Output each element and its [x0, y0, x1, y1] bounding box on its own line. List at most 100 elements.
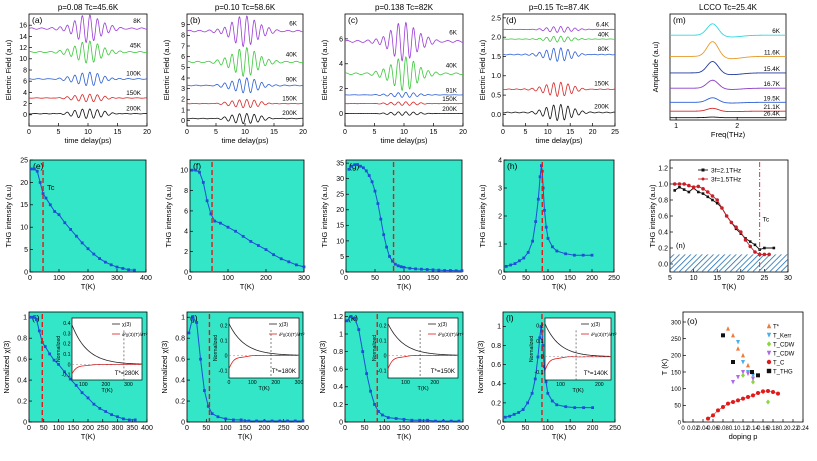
- data-point: [746, 362, 750, 368]
- data-point: [518, 259, 521, 263]
- y-axis-label: Normalized χ(3): [318, 340, 327, 394]
- data-point: [546, 391, 550, 395]
- x-tick-label: 200: [587, 425, 599, 432]
- panel-label: (l): [506, 313, 514, 323]
- data-point: [750, 370, 754, 374]
- trace-label: 80K: [598, 46, 610, 53]
- panel-label: (o): [687, 316, 698, 326]
- data-point: [29, 315, 32, 319]
- y-tick-label: 14: [19, 34, 27, 41]
- trace-16.7K: [670, 79, 786, 90]
- y-axis-label: Normalized χ(3): [2, 340, 11, 394]
- x-tick-label: 250: [609, 425, 621, 432]
- y-tick-label: 0: [184, 269, 188, 276]
- legend-marker: [701, 168, 705, 172]
- y-tick-label: 8: [184, 188, 188, 195]
- trace-200K: [345, 111, 463, 116]
- y-tick-label: 6: [339, 36, 343, 43]
- trace-label: 11.6K: [764, 49, 781, 56]
- data-point: [376, 202, 380, 205]
- data-point: [677, 182, 682, 186]
- data-point: [367, 174, 371, 177]
- panel-label: (d): [506, 15, 517, 25]
- inset-y-label: Normalized: [372, 335, 378, 361]
- x-tick-label: 25: [611, 129, 619, 136]
- x-tick-label: 100: [378, 425, 390, 432]
- data-point: [739, 230, 743, 234]
- y-tick-label: 6: [23, 79, 27, 86]
- trace-label: 40K: [598, 31, 610, 38]
- y-tick-label: 0.6: [491, 362, 501, 369]
- data-point: [706, 195, 710, 199]
- x-tick-label: 250: [608, 275, 620, 282]
- y-tick-label: 2: [181, 97, 185, 104]
- data-point: [382, 233, 386, 237]
- y-tick-label: 5: [24, 247, 28, 254]
- panel-label: (c): [348, 15, 358, 25]
- panel-j: 0 50 100 150 200 250 300 0 0.2 0.4 0.6 0.8 1 T(K) Norm…: [160, 311, 309, 441]
- inset-frame: [228, 317, 300, 379]
- data-point: [86, 396, 90, 400]
- trace-label: 200K: [282, 110, 298, 117]
- data-point: [86, 247, 90, 251]
- data-point: [753, 250, 757, 254]
- x-tick-label: 30: [784, 275, 792, 282]
- data-point: [272, 253, 275, 257]
- data-point: [410, 418, 414, 422]
- data-point: [443, 269, 446, 272]
- data-point: [705, 190, 710, 194]
- data-point: [286, 419, 289, 423]
- y-tick-label: 0.8: [333, 349, 343, 356]
- trace-150K: [345, 101, 463, 106]
- data-point: [349, 315, 353, 318]
- y-tick-label: 2.0: [491, 35, 501, 42]
- y-tick-label: 0: [497, 419, 501, 426]
- y-tick-label: 20: [336, 207, 344, 214]
- x-tick-label: 300: [112, 425, 124, 432]
- y-tick-label: 0.6: [175, 357, 185, 364]
- y-tick-label: 10: [19, 56, 27, 63]
- panel-title: p=0.138 Tc=82K: [375, 3, 434, 12]
- x-tick-label: 150: [564, 425, 576, 432]
- inset: 100 200 -0.1 0 0.1 0.2 T(K) Normalized χ(3) ∂²χ(3…: [529, 317, 617, 394]
- inset-y-tick-label: 0.4: [63, 321, 70, 327]
- y-tick-label: 0.8: [17, 336, 27, 343]
- inset-frame: [387, 317, 459, 379]
- panel-e: 0 100 200 300 400 0 5 10 15 20 25 T(K) THG intensity…: [4, 157, 152, 291]
- inset-x-tick-label: 300: [124, 382, 133, 388]
- data-point: [116, 415, 119, 419]
- data-point: [540, 164, 543, 167]
- data-point: [110, 413, 113, 417]
- panel-title: p=0.08 Tc=45.6K: [58, 3, 119, 12]
- legend-marker: [766, 323, 772, 329]
- data-point: [80, 241, 84, 245]
- inset-legend-label: χ(3): [279, 322, 288, 328]
- y-tick-label: 0.4: [333, 384, 343, 391]
- trace-label: 150K: [282, 96, 298, 103]
- trace-90K: [187, 77, 303, 94]
- data-point: [210, 412, 214, 416]
- data-point: [75, 234, 78, 238]
- data-point: [365, 372, 369, 375]
- x-tick-label: 200: [260, 275, 272, 282]
- y-axis-label: THG intensity (a.u): [320, 184, 329, 247]
- y-tick-label: 0: [340, 269, 344, 276]
- y-tick-label: 6: [184, 208, 188, 215]
- data-point: [517, 411, 521, 414]
- y-tick-label: 10: [180, 168, 188, 175]
- data-point: [678, 185, 681, 189]
- legend-marker: [766, 368, 772, 374]
- data-point: [394, 417, 398, 420]
- x-tick-label: 0.24: [797, 426, 809, 432]
- data-point: [536, 197, 540, 201]
- data-point: [104, 260, 107, 264]
- data-point: [736, 398, 740, 403]
- x-tick-label: 2: [735, 123, 739, 130]
- trace-45K: [29, 40, 147, 64]
- y-tick-label: 16: [19, 23, 27, 30]
- data-point: [68, 377, 72, 381]
- y-axis-label: THG intensity (a.u): [4, 184, 13, 247]
- trace-label: 40K: [286, 52, 298, 59]
- data-point: [206, 404, 210, 408]
- data-point: [437, 268, 441, 272]
